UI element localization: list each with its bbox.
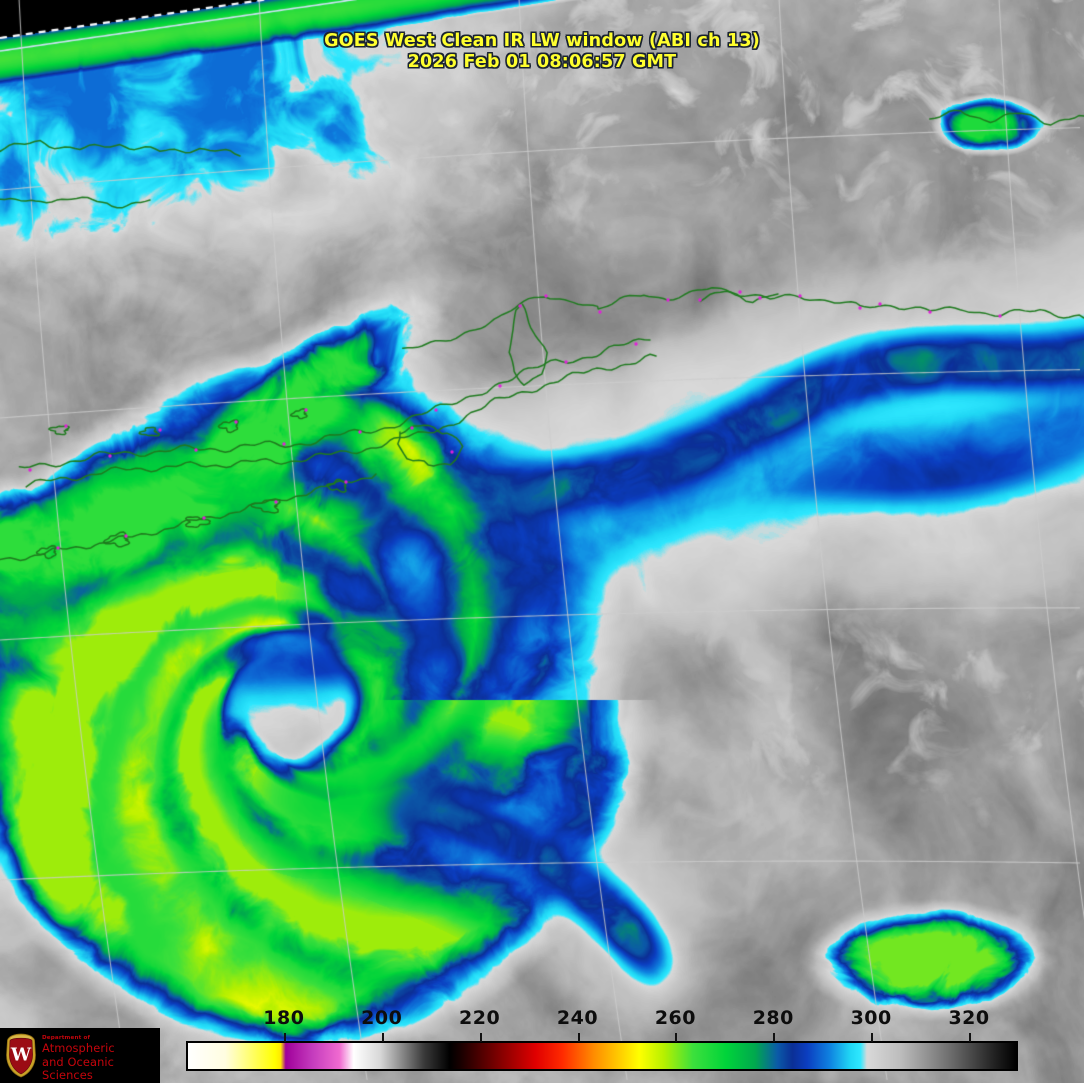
colorbar-gradient: [186, 1041, 1018, 1071]
colorbar-tick-320: [969, 1033, 972, 1042]
colorbar-tick-200: [381, 1033, 384, 1042]
logo-department-line: Department of: [42, 1035, 91, 1041]
colorbar-tick-180: [283, 1033, 286, 1042]
uw-aos-logo: W Department of Atmospheric and Oceanic …: [0, 1028, 160, 1083]
logo-name-line-2: and Oceanic Sciences: [42, 1054, 115, 1082]
uw-crest-icon: W: [6, 1033, 36, 1078]
colorbar-label-240: 240: [556, 1007, 599, 1029]
colorbar-label-320: 320: [948, 1007, 990, 1029]
logo-name-line-1: Atmospheric: [42, 1041, 115, 1055]
colorbar-tick-300: [871, 1033, 874, 1042]
colorbar-label-300: 300: [850, 1007, 892, 1029]
colorbar-tick-280: [773, 1033, 776, 1042]
colorbar-label-180: 180: [263, 1007, 305, 1029]
colorbar-tick-marks: [186, 1033, 1018, 1042]
colorbar-label-260: 260: [654, 1007, 696, 1029]
colorbar-tick-260: [675, 1033, 678, 1042]
colorbar: [186, 1041, 1018, 1071]
colorbar-tick-labels: 180 200 220 240 260 280 300 320: [0, 1007, 1084, 1033]
logo-text-block: Department of Atmospheric and Oceanic Sc…: [42, 1034, 158, 1083]
colorbar-label-220: 220: [459, 1007, 501, 1029]
colorbar-label-280: 280: [752, 1007, 794, 1029]
svg-text:W: W: [10, 1045, 32, 1066]
colorbar-tick-220: [479, 1033, 482, 1042]
colorbar-label-200: 200: [361, 1007, 403, 1029]
colorbar-tick-240: [577, 1033, 580, 1042]
